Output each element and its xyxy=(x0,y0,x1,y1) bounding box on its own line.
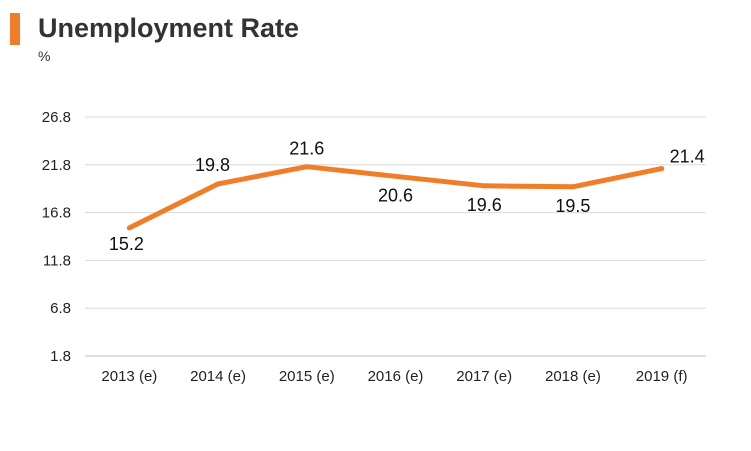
y-tick-label: 26.8 xyxy=(42,109,71,126)
series xyxy=(126,164,665,231)
data-label: 21.4 xyxy=(670,147,705,167)
data-labels: 15.2 19.8 21.6 20.6 19.6 19.5 21.4 xyxy=(109,139,705,254)
data-label: 21.6 xyxy=(289,139,324,159)
data-point xyxy=(126,225,132,231)
data-point xyxy=(215,181,221,187)
data-point xyxy=(570,184,576,190)
x-tick-label: 2019 (f) xyxy=(636,368,688,385)
x-tick-label: 2013 (e) xyxy=(101,368,157,385)
data-label: 20.6 xyxy=(378,185,413,205)
data-point xyxy=(393,173,398,179)
x-tick-label: 2015 (e) xyxy=(279,368,335,385)
x-tick-label: 2014 (e) xyxy=(190,368,246,385)
chart-title: Unemployment Rate xyxy=(38,13,300,43)
data-point xyxy=(481,183,487,189)
data-label: 19.8 xyxy=(195,155,230,175)
x-tick-label: 2017 (e) xyxy=(456,368,512,385)
data-label: 19.5 xyxy=(555,196,590,216)
data-point xyxy=(659,166,665,172)
y-tick-label: 21.8 xyxy=(42,157,71,174)
data-label: 15.2 xyxy=(109,234,144,254)
y-axis-unit-label: % xyxy=(38,48,51,64)
data-label: 19.6 xyxy=(467,195,502,215)
data-point xyxy=(304,164,310,170)
y-tick-label: 16.8 xyxy=(42,205,71,222)
x-tick-label: 2018 (e) xyxy=(545,368,601,385)
title-accent-bar xyxy=(10,13,20,45)
x-tick-label: 2016 (e) xyxy=(368,368,424,385)
y-axis-ticks: 1.8 6.8 11.8 16.8 21.8 26.8 xyxy=(42,109,71,365)
y-tick-label: 6.8 xyxy=(50,300,71,317)
x-axis-ticks: 2013 (e) 2014 (e) 2015 (e) 2016 (e) 2017 (e)… xyxy=(101,368,687,385)
y-tick-label: 1.8 xyxy=(50,348,71,365)
y-tick-label: 11.8 xyxy=(43,252,71,269)
gridlines xyxy=(85,116,706,309)
